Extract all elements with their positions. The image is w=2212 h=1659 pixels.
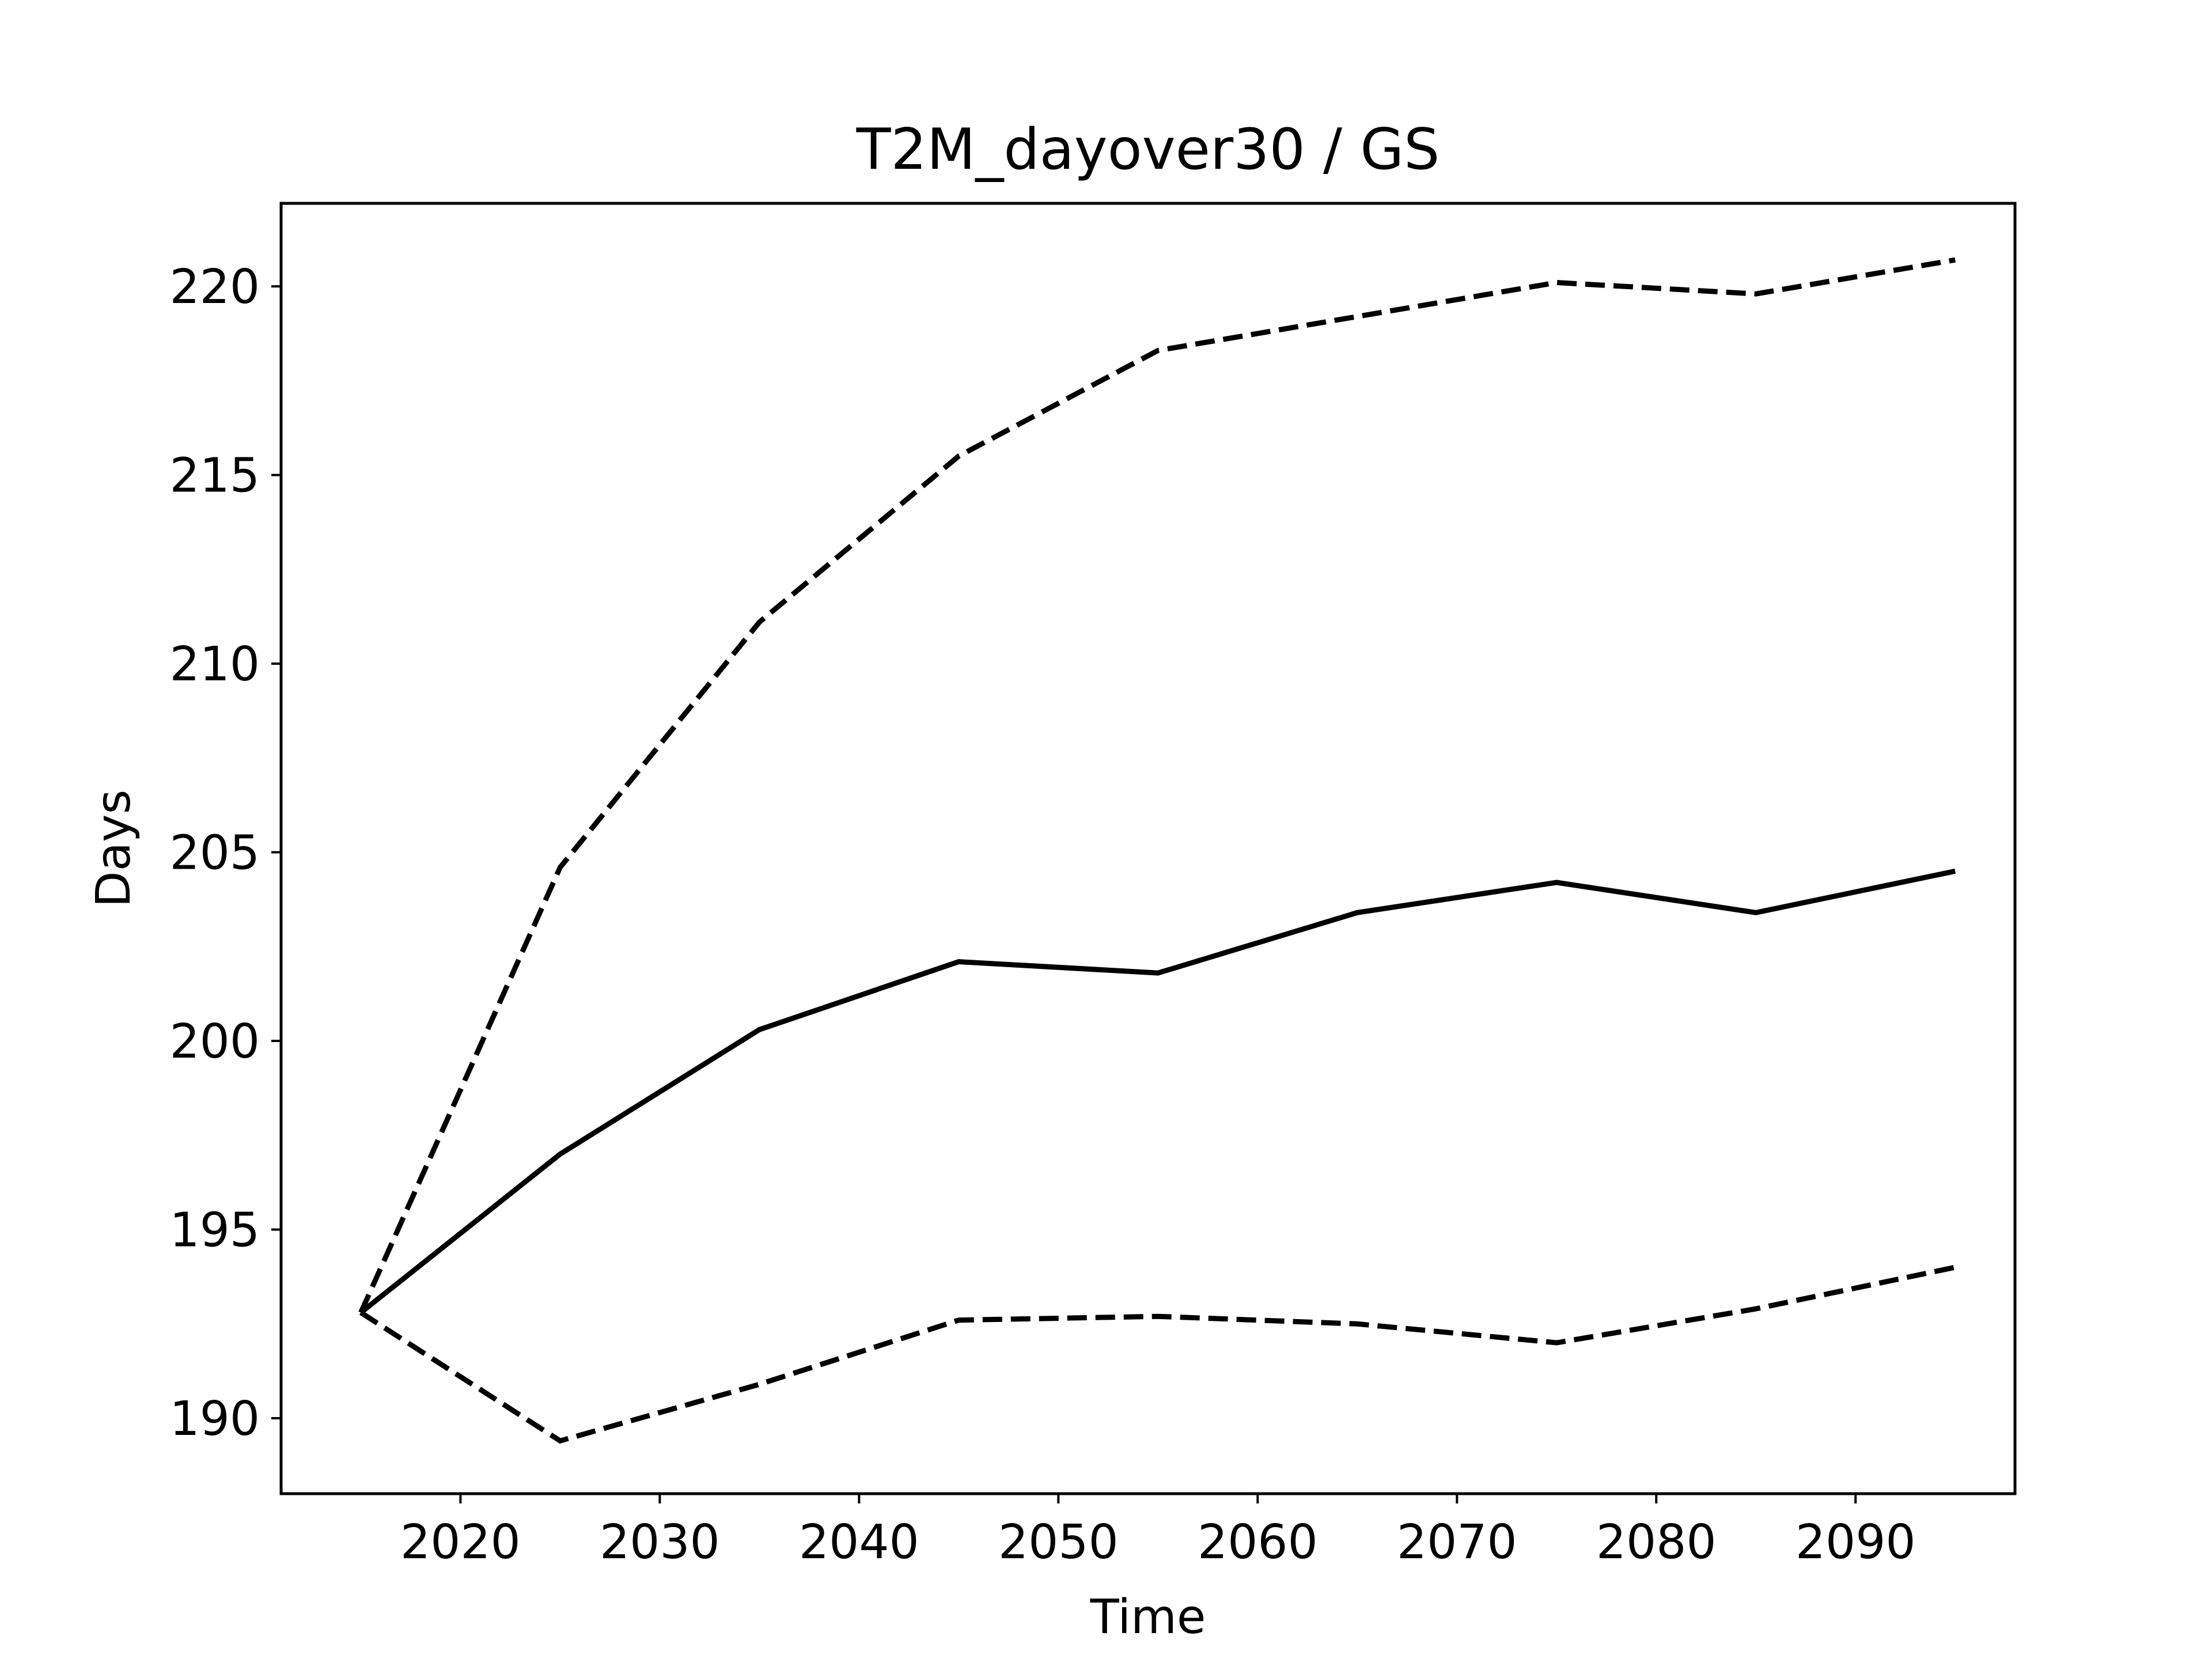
y-tick-label: 215 — [169, 449, 260, 503]
x-tick-label: 2020 — [400, 1515, 521, 1570]
x-tick-label: 2040 — [799, 1515, 919, 1570]
y-tick-label: 190 — [169, 1392, 260, 1446]
x-tick-label: 2060 — [1198, 1515, 1318, 1570]
y-axis-label: Days — [86, 790, 141, 908]
x-tick-label: 2090 — [1796, 1515, 1916, 1570]
x-tick-label: 2070 — [1397, 1515, 1517, 1570]
y-tick-label: 200 — [169, 1014, 260, 1069]
x-tick-label: 2080 — [1596, 1515, 1717, 1570]
axis-ticks: 2020 2030 2040 2050 2060 2070 2080 2090 190 195 20… — [169, 260, 1915, 1570]
x-tick-label: 2050 — [998, 1515, 1119, 1570]
x-axis-label: Time — [1090, 1590, 1206, 1645]
y-tick-label: 205 — [169, 826, 260, 881]
y-tick-label: 220 — [169, 260, 260, 315]
chart-title: T2M_dayover30 / GS — [856, 117, 1440, 183]
y-tick-label: 210 — [169, 637, 260, 692]
plot-lines — [358, 257, 1956, 1444]
dashed-series-line-1 — [358, 257, 1956, 1314]
dashed-series-line-2 — [359, 1264, 1956, 1444]
y-tick-label: 195 — [169, 1203, 260, 1258]
x-tick-label: 2030 — [600, 1515, 720, 1570]
solid-series-line-0 — [359, 868, 1956, 1315]
plot-frame — [279, 202, 2017, 1495]
